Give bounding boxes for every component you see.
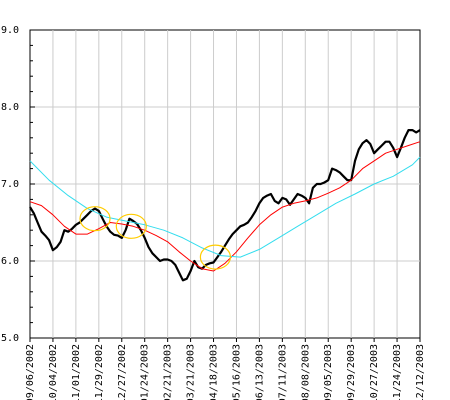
series-line-1 xyxy=(29,129,421,282)
highlight-ellipse xyxy=(199,244,231,270)
annotation-group xyxy=(79,206,231,270)
x-tick-label: 05/16/2003 xyxy=(231,344,242,400)
x-tick-label: 09/29/2003 xyxy=(346,344,357,400)
x-tick-label: 10/04/2002 xyxy=(48,344,59,400)
y-tick-label: 6.0 xyxy=(1,256,19,267)
x-tick-label: 10/27/2003 xyxy=(369,344,380,400)
y-tick-label: 8.0 xyxy=(1,102,19,113)
y-tick-label: 9.0 xyxy=(1,25,19,36)
x-tick-label: 11/29/2002 xyxy=(94,344,105,400)
x-tick-label: 12/27/2002 xyxy=(117,344,128,400)
x-tick-label: 08/08/2003 xyxy=(300,344,311,400)
x-tick-label: 04/18/2003 xyxy=(209,344,220,400)
x-tick-label: 11/24/2003 xyxy=(392,344,403,400)
x-tick-label: 09/05/2003 xyxy=(323,344,334,400)
grid xyxy=(30,30,420,338)
x-tick-label: 03/21/2003 xyxy=(186,344,197,400)
y-tick-label: 7.0 xyxy=(1,179,19,190)
highlight-ellipse xyxy=(79,206,111,232)
x-tick-label: 09/06/2002 xyxy=(25,344,36,400)
x-tick-label: 06/13/2003 xyxy=(254,344,265,400)
y-tick-label: 5.0 xyxy=(1,333,19,344)
x-tick-label: 07/11/2003 xyxy=(277,344,288,400)
x-tick-label: 12/12/2003 xyxy=(415,344,426,400)
x-tick-label: 01/24/2003 xyxy=(140,344,151,400)
x-tick-label: 02/21/2003 xyxy=(163,344,174,400)
y-axis: 5.0 6.0 7.0 8.0 9.0 xyxy=(1,25,35,344)
x-axis: 09/06/2002 10/04/2002 11/01/2002 11/29/2002… xyxy=(25,338,426,400)
x-tick-label: 11/01/2002 xyxy=(71,344,82,400)
highlight-ellipse xyxy=(115,213,147,239)
